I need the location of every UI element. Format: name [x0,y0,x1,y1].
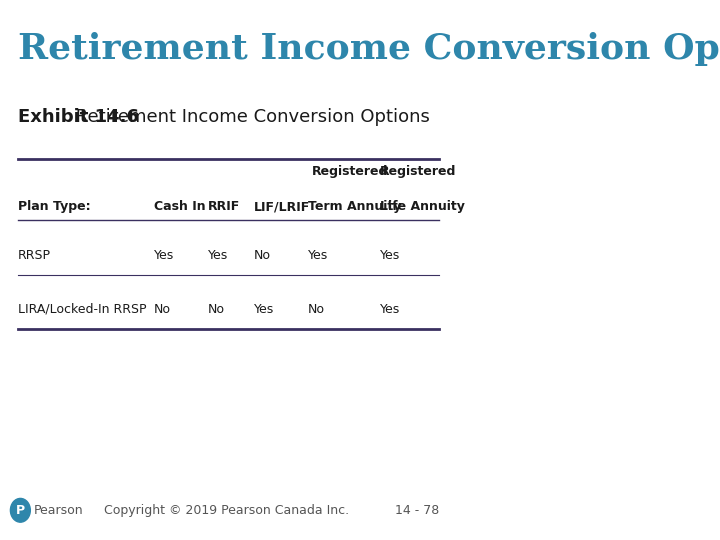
Text: Retirement Income Conversion Options: Retirement Income Conversion Options [70,108,430,126]
Text: P: P [16,504,25,517]
Text: Plan Type:: Plan Type: [18,200,91,213]
Text: Yes: Yes [380,249,400,262]
Text: Registered: Registered [380,165,456,178]
Text: Yes: Yes [154,249,174,262]
Circle shape [10,498,30,522]
Text: Yes: Yes [253,303,274,316]
Text: No: No [253,249,271,262]
Text: LIF/LRIF: LIF/LRIF [253,200,310,213]
Text: RRIF: RRIF [208,200,240,213]
Text: Exhibit 14.6: Exhibit 14.6 [18,108,139,126]
Text: Retirement Income Conversion Options: Retirement Income Conversion Options [18,32,720,66]
Text: Yes: Yes [308,249,328,262]
Text: No: No [208,303,225,316]
Text: No: No [308,303,325,316]
Text: Life Annuity: Life Annuity [380,200,465,213]
Text: Yes: Yes [208,249,228,262]
Text: Term Annuity: Term Annuity [308,200,401,213]
Text: LIRA/Locked-In RRSP: LIRA/Locked-In RRSP [18,303,147,316]
Text: Registered: Registered [312,165,389,178]
Text: Pearson: Pearson [34,504,84,517]
Text: Cash In: Cash In [154,200,205,213]
Text: Yes: Yes [380,303,400,316]
Text: RRSP: RRSP [18,249,51,262]
Text: No: No [154,303,171,316]
Text: Copyright © 2019 Pearson Canada Inc.: Copyright © 2019 Pearson Canada Inc. [104,504,349,517]
Text: 14 - 78: 14 - 78 [395,504,439,517]
